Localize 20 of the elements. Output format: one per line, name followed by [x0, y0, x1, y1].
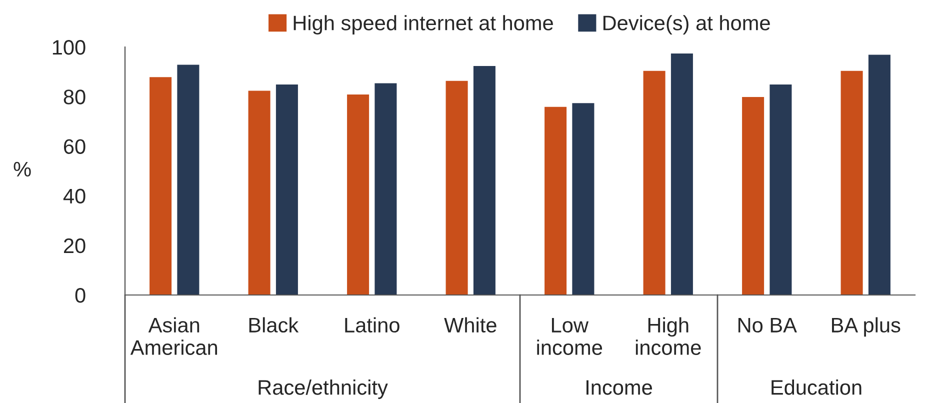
- text: Income: [586, 380, 652, 395]
- y-tick-label: 20: [64, 238, 86, 254]
- y-tick-label: 80: [64, 90, 86, 104]
- x-tick-label: White: [444, 317, 496, 333]
- x-tick-label: High income: [636, 317, 701, 355]
- text: Race/ethnicity: [258, 380, 388, 399]
- x-tick-label: No BA: [738, 318, 797, 333]
- x-tick-label: Black: [249, 317, 299, 333]
- text: Education: [772, 380, 862, 395]
- legend-label: Device(s) at home: [603, 15, 770, 34]
- y-tick-label: 40: [63, 188, 86, 204]
- y-tick-label: 0: [75, 288, 86, 303]
- legend-label: High speed internet at home: [294, 15, 553, 34]
- x-tick-label: Low income: [537, 318, 602, 355]
- x-tick-label: Asian American: [130, 317, 218, 355]
- y-tick-label: 60: [64, 139, 86, 154]
- y-tick-label: 100: [52, 40, 86, 55]
- y-axis-title: %: [14, 162, 31, 177]
- x-tick-label: Latino: [345, 317, 400, 333]
- x-tick-label: BA plus: [832, 317, 900, 337]
